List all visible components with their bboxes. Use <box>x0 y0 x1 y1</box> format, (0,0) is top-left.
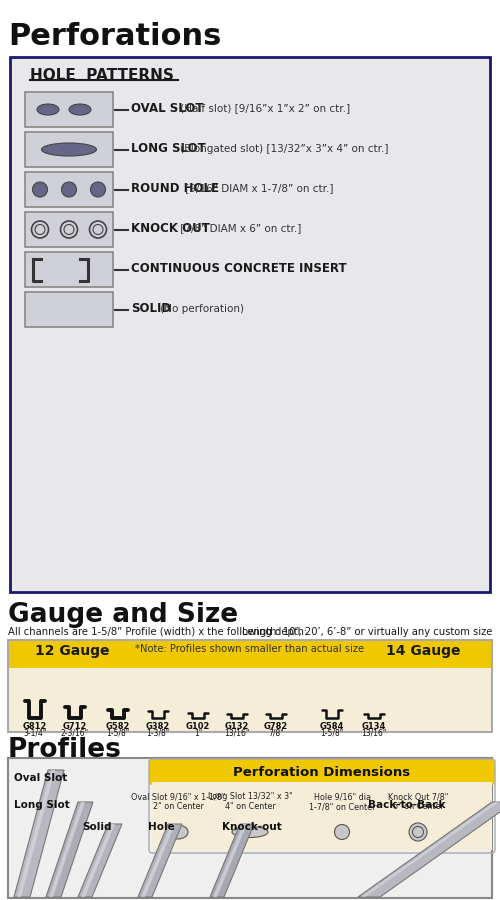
Text: Perforations: Perforations <box>8 22 222 51</box>
Polygon shape <box>213 824 247 897</box>
Ellipse shape <box>90 182 106 197</box>
Ellipse shape <box>60 221 78 238</box>
Ellipse shape <box>32 221 48 238</box>
Text: Solid: Solid <box>82 822 112 832</box>
Text: *Note: Profiles shown smaller than actual size: *Note: Profiles shown smaller than actua… <box>136 644 364 654</box>
Text: (Elongated slot) [13/32”x 3”x 4” on ctr.]: (Elongated slot) [13/32”x 3”x 4” on ctr.… <box>178 143 389 154</box>
FancyBboxPatch shape <box>25 92 113 127</box>
Text: [7/8” DIAM x 6” on ctr.]: [7/8” DIAM x 6” on ctr.] <box>178 223 302 233</box>
Ellipse shape <box>62 182 76 197</box>
Ellipse shape <box>334 824 349 840</box>
Text: CONTINUOUS CONCRETE INSERT: CONTINUOUS CONCRETE INSERT <box>131 262 346 275</box>
Text: Knock-out: Knock-out <box>222 822 282 832</box>
Text: Hole: Hole <box>148 822 175 832</box>
Text: G782: G782 <box>264 722 288 731</box>
FancyBboxPatch shape <box>8 668 492 732</box>
Ellipse shape <box>409 823 427 841</box>
Text: [9/16” DIAM x 1-7/8” on ctr.]: [9/16” DIAM x 1-7/8” on ctr.] <box>182 184 334 194</box>
FancyBboxPatch shape <box>25 212 113 247</box>
Text: 12 Gauge: 12 Gauge <box>35 644 110 658</box>
Text: Oval Slot 9/16" x 1-1/8"
2" on Center: Oval Slot 9/16" x 1-1/8" 2" on Center <box>131 792 225 812</box>
Ellipse shape <box>90 221 106 238</box>
Text: All channels are 1-5/8” Profile (width) x the following depth:: All channels are 1-5/8” Profile (width) … <box>8 627 307 637</box>
Text: LONG SLOT: LONG SLOT <box>131 142 206 155</box>
Ellipse shape <box>37 104 59 115</box>
Polygon shape <box>141 824 175 897</box>
Text: 1": 1" <box>194 729 202 738</box>
Polygon shape <box>78 824 122 897</box>
FancyBboxPatch shape <box>8 758 492 898</box>
Text: Length: 10’, 20’, 6’-8” or virtually any custom size: Length: 10’, 20’, 6’-8” or virtually any… <box>242 627 492 637</box>
Text: G382: G382 <box>146 722 170 731</box>
Text: G712: G712 <box>63 722 87 731</box>
Text: Perforation Dimensions: Perforation Dimensions <box>234 766 410 778</box>
Polygon shape <box>46 802 93 897</box>
Polygon shape <box>210 824 254 897</box>
Text: 13/16": 13/16" <box>224 729 250 738</box>
Ellipse shape <box>42 143 96 156</box>
Text: (Half slot) [9/16”x 1”x 2” on ctr.]: (Half slot) [9/16”x 1”x 2” on ctr.] <box>178 104 350 113</box>
FancyBboxPatch shape <box>25 172 113 207</box>
Text: Hole 9/16" dia
1-7/8" on Center: Hole 9/16" dia 1-7/8" on Center <box>309 792 375 812</box>
Ellipse shape <box>32 182 48 197</box>
Ellipse shape <box>232 826 268 838</box>
Text: G134: G134 <box>362 722 386 731</box>
FancyBboxPatch shape <box>8 640 492 668</box>
Text: KNOCK OUT: KNOCK OUT <box>131 222 210 235</box>
Polygon shape <box>49 802 85 897</box>
Text: Profiles: Profiles <box>8 737 122 763</box>
Text: G582: G582 <box>106 722 130 731</box>
Ellipse shape <box>69 104 91 115</box>
Text: Gauge and Size: Gauge and Size <box>8 602 238 628</box>
FancyBboxPatch shape <box>149 759 495 785</box>
Polygon shape <box>358 802 500 897</box>
Text: ROUND HOLE: ROUND HOLE <box>131 182 219 195</box>
Text: 1-3/8": 1-3/8" <box>146 729 170 738</box>
Text: HOLE  PATTERNS: HOLE PATTERNS <box>30 68 174 83</box>
FancyBboxPatch shape <box>10 57 490 592</box>
Text: 13/16": 13/16" <box>362 729 386 738</box>
Text: 1-5/8": 1-5/8" <box>106 729 130 738</box>
Ellipse shape <box>168 825 188 839</box>
Text: G102: G102 <box>186 722 210 731</box>
Text: Back-to-Back: Back-to-Back <box>368 800 446 810</box>
Polygon shape <box>17 770 55 897</box>
FancyBboxPatch shape <box>25 292 113 327</box>
Text: (No perforation): (No perforation) <box>157 303 244 313</box>
FancyBboxPatch shape <box>152 782 492 850</box>
Polygon shape <box>138 824 182 897</box>
FancyBboxPatch shape <box>25 132 113 167</box>
Polygon shape <box>361 802 499 897</box>
Text: Long Slot 13/32" x 3"
4" on Center: Long Slot 13/32" x 3" 4" on Center <box>208 792 292 812</box>
Text: 1-5/8": 1-5/8" <box>320 729 344 738</box>
Text: G132: G132 <box>225 722 249 731</box>
Text: 7/8": 7/8" <box>268 729 284 738</box>
Polygon shape <box>14 770 64 897</box>
Text: 2-3/16": 2-3/16" <box>61 729 89 738</box>
Text: 3-1/4": 3-1/4" <box>24 729 46 738</box>
Text: G584: G584 <box>320 722 344 731</box>
FancyBboxPatch shape <box>25 252 113 287</box>
Text: OVAL SLOT: OVAL SLOT <box>131 102 204 115</box>
Text: 14 Gauge: 14 Gauge <box>386 644 460 658</box>
Text: Oval Slot: Oval Slot <box>14 773 67 783</box>
Text: SOLID: SOLID <box>131 302 171 315</box>
Polygon shape <box>81 824 115 897</box>
Text: Long Slot: Long Slot <box>14 800 70 810</box>
Text: G812: G812 <box>23 722 47 731</box>
Text: Knock Out 7/8"
6" on Center: Knock Out 7/8" 6" on Center <box>388 792 448 812</box>
